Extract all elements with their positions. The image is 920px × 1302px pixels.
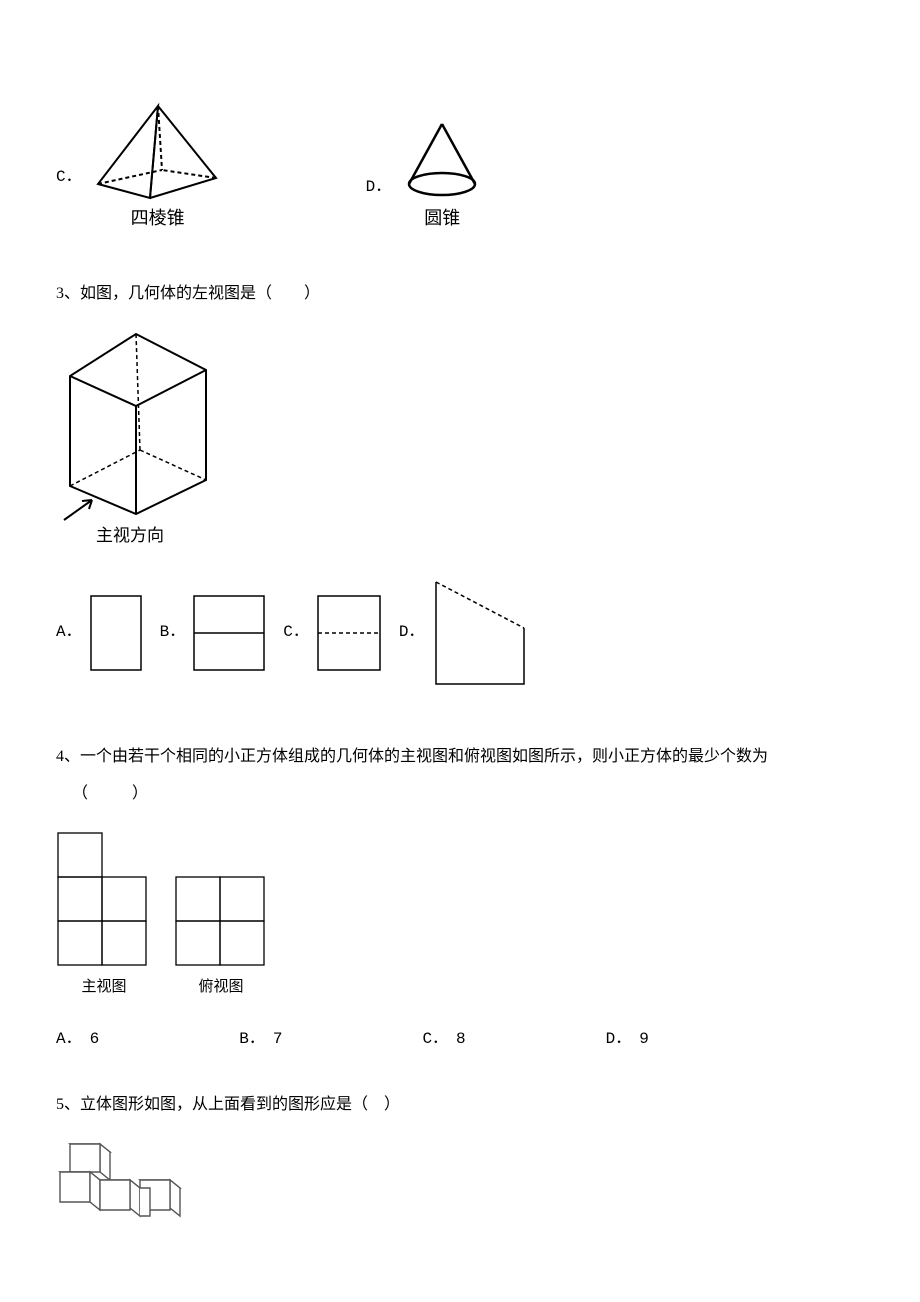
q2-d-caption: 圆锥 <box>424 204 460 233</box>
q4-option-c: C． 8 <box>422 1027 465 1053</box>
q3-a-letter: A． <box>56 620 82 646</box>
q4-blank: （ ） <box>56 781 864 807</box>
pyramid-icon <box>88 100 228 200</box>
q4-main-view: 主视图 <box>56 831 152 999</box>
q4-top-grid-icon <box>174 875 268 969</box>
q3-option-c: C． <box>283 595 381 671</box>
q3-option-b: B． <box>160 595 266 671</box>
q4-main-grid-icon <box>56 831 152 969</box>
q4-b-letter: B． <box>239 1027 265 1053</box>
q2-option-c: C． 四棱锥 <box>56 100 228 233</box>
q5-figure <box>56 1140 864 1220</box>
q3-view-direction: 主视方向 <box>96 522 864 549</box>
cubes-3d-icon <box>56 1140 186 1220</box>
q4-a-value: 6 <box>90 1027 100 1053</box>
q3-a-rect-icon <box>90 595 142 671</box>
q4-main-caption: 主视图 <box>81 975 126 999</box>
q4-top-caption: 俯视图 <box>198 975 243 999</box>
q5-text: 5、立体图形如图，从上面看到的图形应是（ ） <box>56 1092 864 1118</box>
q4-option-a: A． 6 <box>56 1027 99 1053</box>
q4-c-letter: C． <box>422 1027 448 1053</box>
q4-options: A． 6 B． 7 C． 8 D． 9 <box>56 1027 864 1053</box>
q4-text: 4、一个由若干个相同的小正方体组成的几何体的主视图和俯视图如图所示，则小正方体的… <box>56 744 864 770</box>
q2-c-letter: C． <box>56 165 82 233</box>
q4-figures: 主视图 俯视图 <box>56 831 864 999</box>
q4-option-d: D． 9 <box>606 1027 649 1053</box>
q4-b-value: 7 <box>273 1027 283 1053</box>
q2-c-caption: 四棱锥 <box>131 204 185 233</box>
q3-d-letter: D． <box>399 620 425 646</box>
cone-icon <box>397 120 487 200</box>
q4-c-value: 8 <box>456 1027 466 1053</box>
q4-d-letter: D． <box>606 1027 632 1053</box>
q3-c-rect-icon <box>317 595 381 671</box>
q3-option-a: A． <box>56 595 142 671</box>
q3-c-letter: C． <box>283 620 309 646</box>
q4-a-letter: A． <box>56 1027 82 1053</box>
q2-c-figure: 四棱锥 <box>88 100 228 233</box>
q3-prism-figure: 主视方向 <box>56 328 864 549</box>
q3-options-row: A． B． C． D． <box>56 578 864 688</box>
q4-top-view: 俯视图 <box>174 875 268 999</box>
prism-icon <box>56 328 226 528</box>
q2-option-row: C． 四棱锥 D． 圆锥 <box>56 100 864 233</box>
q3-text: 3、如图，几何体的左视图是（ ） <box>56 281 864 307</box>
q3-b-letter: B． <box>160 620 186 646</box>
q2-option-d: D． 圆锥 <box>366 120 488 233</box>
q2-d-letter: D． <box>366 175 392 233</box>
q3-option-d: D． <box>399 578 529 688</box>
q3-b-rect-icon <box>193 595 265 671</box>
q4-option-b: B． 7 <box>239 1027 282 1053</box>
q2-d-figure: 圆锥 <box>397 120 487 233</box>
q4-d-value: 9 <box>639 1027 649 1053</box>
q3-d-shape-icon <box>432 578 528 688</box>
